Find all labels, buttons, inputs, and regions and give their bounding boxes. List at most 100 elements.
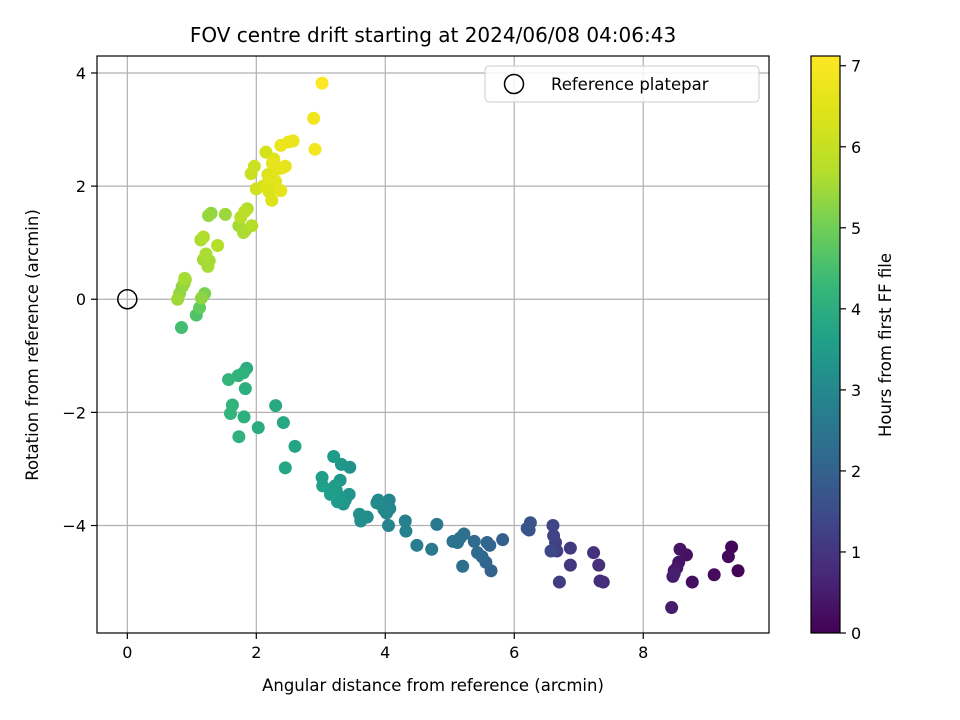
legend: Reference platepar [484,65,760,103]
data-point [592,558,606,572]
x-tick-label: 0 [122,643,132,662]
data-point [707,568,721,582]
data-point [410,538,424,552]
legend-reference-label: Reference platepar [551,75,709,94]
data-point [665,601,679,615]
data-point [430,517,444,531]
data-point [520,521,534,535]
data-point [563,541,577,555]
data-point [174,321,188,335]
data-point [276,416,290,430]
data-point [587,546,601,560]
colorbar-tick-label: 7 [851,57,861,76]
data-point [721,550,735,564]
data-point [178,271,192,285]
data-point [269,399,283,413]
data-point [247,159,261,173]
y-axis-label: Rotation from reference (arcmin) [23,209,42,481]
data-point [547,529,561,543]
data-point [238,205,252,219]
data-point [199,247,213,261]
x-tick-label: 2 [251,643,261,662]
colorbar-tick-label: 0 [851,624,861,643]
data-point [222,373,236,387]
data-point [251,421,265,435]
data-point [245,219,259,233]
data-point [307,111,321,125]
reference-marker [117,288,138,310]
colorbar-tick-label: 2 [851,462,861,481]
data-point [274,184,288,198]
x-axis-label: Angular distance from reference (arcmin) [262,676,604,695]
x-tick-label: 4 [380,643,390,662]
data-point [211,239,225,253]
y-tick-label: −2 [62,403,86,422]
data-point [315,470,329,484]
y-tick-label: 0 [76,290,86,309]
data-point [194,291,208,305]
y-tick-label: −4 [62,517,86,536]
data-point [480,535,494,549]
data-point [262,171,276,185]
data-point [323,487,337,501]
data-point [552,575,566,589]
data-point [731,564,745,578]
data-point [425,542,439,556]
data-point [193,301,207,315]
data-point [544,544,558,558]
data-points [171,76,745,615]
legend-box [484,65,760,103]
x-tick-label: 6 [509,643,519,662]
data-point [398,514,412,528]
data-point [265,193,279,207]
data-point [685,575,699,589]
data-point [171,292,185,306]
x-tick-label: 8 [638,643,648,662]
reference-point [117,288,138,310]
data-point [308,142,322,156]
plot-frame [96,55,770,634]
data-point [274,138,288,152]
data-point [667,567,681,581]
colorbar-frame [810,55,841,634]
colorbar-tick-label: 1 [851,543,861,562]
data-point [467,534,481,548]
colorbar-tick-label: 5 [851,219,861,238]
axis-ticks: 0 2 4 6 8 −4 −2 0 2 4 [62,64,648,662]
data-point [546,519,560,533]
data-point [196,230,210,244]
data-point [201,259,215,273]
data-point [399,524,413,538]
data-point [202,209,216,223]
data-point [593,574,607,588]
chart-title: FOV centre drift starting at 2024/06/08 … [190,23,676,47]
y-tick-label: 4 [76,64,86,83]
colorbar-ticks: 0 1 2 3 4 5 6 7 [840,57,861,643]
data-point [232,430,246,444]
data-point [288,439,302,453]
data-point [218,207,232,221]
colorbar [811,56,840,633]
data-point [265,156,279,170]
data-point [382,519,396,533]
data-point [563,558,577,572]
data-point [446,534,460,548]
colorbar-tick-label: 3 [851,381,861,400]
data-point [278,461,292,475]
data-point [223,407,237,421]
colorbar-tick-label: 4 [851,300,861,319]
data-point [496,533,510,547]
data-point [370,496,384,510]
plot-area [97,56,769,633]
data-point [237,410,251,424]
data-point [238,382,252,396]
colorbar-tick-label: 6 [851,138,861,157]
data-point [315,76,329,90]
data-point [673,542,687,556]
y-tick-label: 2 [76,177,86,196]
colorbar-label: Hours from first FF file [876,253,895,437]
legend-reference-marker [503,73,525,95]
data-point [456,559,470,573]
data-point [286,134,300,148]
